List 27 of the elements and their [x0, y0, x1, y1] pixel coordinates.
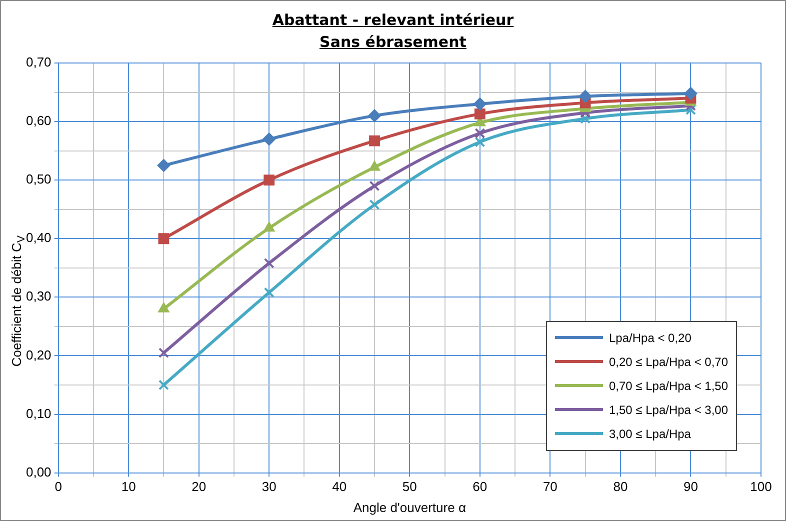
- legend-label: 1,50 ≤ Lpa/Hpa < 3,00: [609, 402, 728, 417]
- x-tick-label: 90: [683, 479, 698, 494]
- y-tick-label: 0,40: [26, 230, 52, 246]
- x-tick-label: 60: [472, 479, 488, 494]
- y-tick-label: 0,30: [26, 288, 52, 304]
- legend-label: 3,00 ≤ Lpa/Hpa: [609, 426, 691, 441]
- x-tick-label: 80: [613, 479, 628, 494]
- chart-subtitle: Sans ébrasement: [320, 33, 466, 51]
- x-tick-label: 30: [262, 479, 276, 494]
- x-tick-label: 40: [332, 479, 347, 494]
- x-tick-label: 10: [121, 479, 136, 494]
- y-tick-label: 0,50: [26, 172, 52, 187]
- x-tick-label: 70: [542, 479, 558, 494]
- y-tick-label: 0,20: [26, 347, 52, 362]
- y-tick-label: 0,60: [26, 113, 52, 128]
- legend-label: Lpa/Hpa < 0,20: [609, 330, 692, 345]
- x-tick-label: 50: [402, 479, 417, 494]
- legend-label: 0,70 ≤ Lpa/Hpa < 1,50: [609, 378, 728, 393]
- x-tick-label: 0: [54, 479, 62, 494]
- x-tick-label: 100: [750, 479, 772, 494]
- y-tick-label: 0,10: [26, 406, 52, 421]
- x-axis-title: Angle d'ouverture α: [353, 500, 466, 515]
- y-tick-label: 0,00: [26, 464, 52, 480]
- chart-title: Abattant - relevant intérieur: [272, 11, 514, 29]
- x-tick-label: 20: [192, 479, 206, 494]
- legend-label: 0,20 ≤ Lpa/Hpa < 0,70: [609, 354, 728, 369]
- y-tick-label: 0,70: [26, 54, 52, 70]
